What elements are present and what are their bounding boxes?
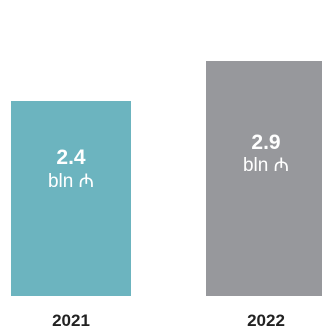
bar-data-label: 2.9 bln ₼ <box>206 131 322 177</box>
bar-value-label: 2.4 <box>56 146 86 170</box>
x-tick-label-2021: 2021 <box>52 311 90 330</box>
bar-unit-label: bln ₼ <box>242 154 290 176</box>
bar-2021: 2.4 bln ₼ <box>11 101 131 296</box>
x-tick-label-2022: 2022 <box>247 311 285 330</box>
bar-value-label: 2.9 <box>251 130 281 154</box>
bar-2022: 2.9 bln ₼ <box>206 60 322 296</box>
bar-unit-label: bln ₼ <box>47 170 95 192</box>
bar-data-label: 2.4 bln ₼ <box>11 146 131 192</box>
